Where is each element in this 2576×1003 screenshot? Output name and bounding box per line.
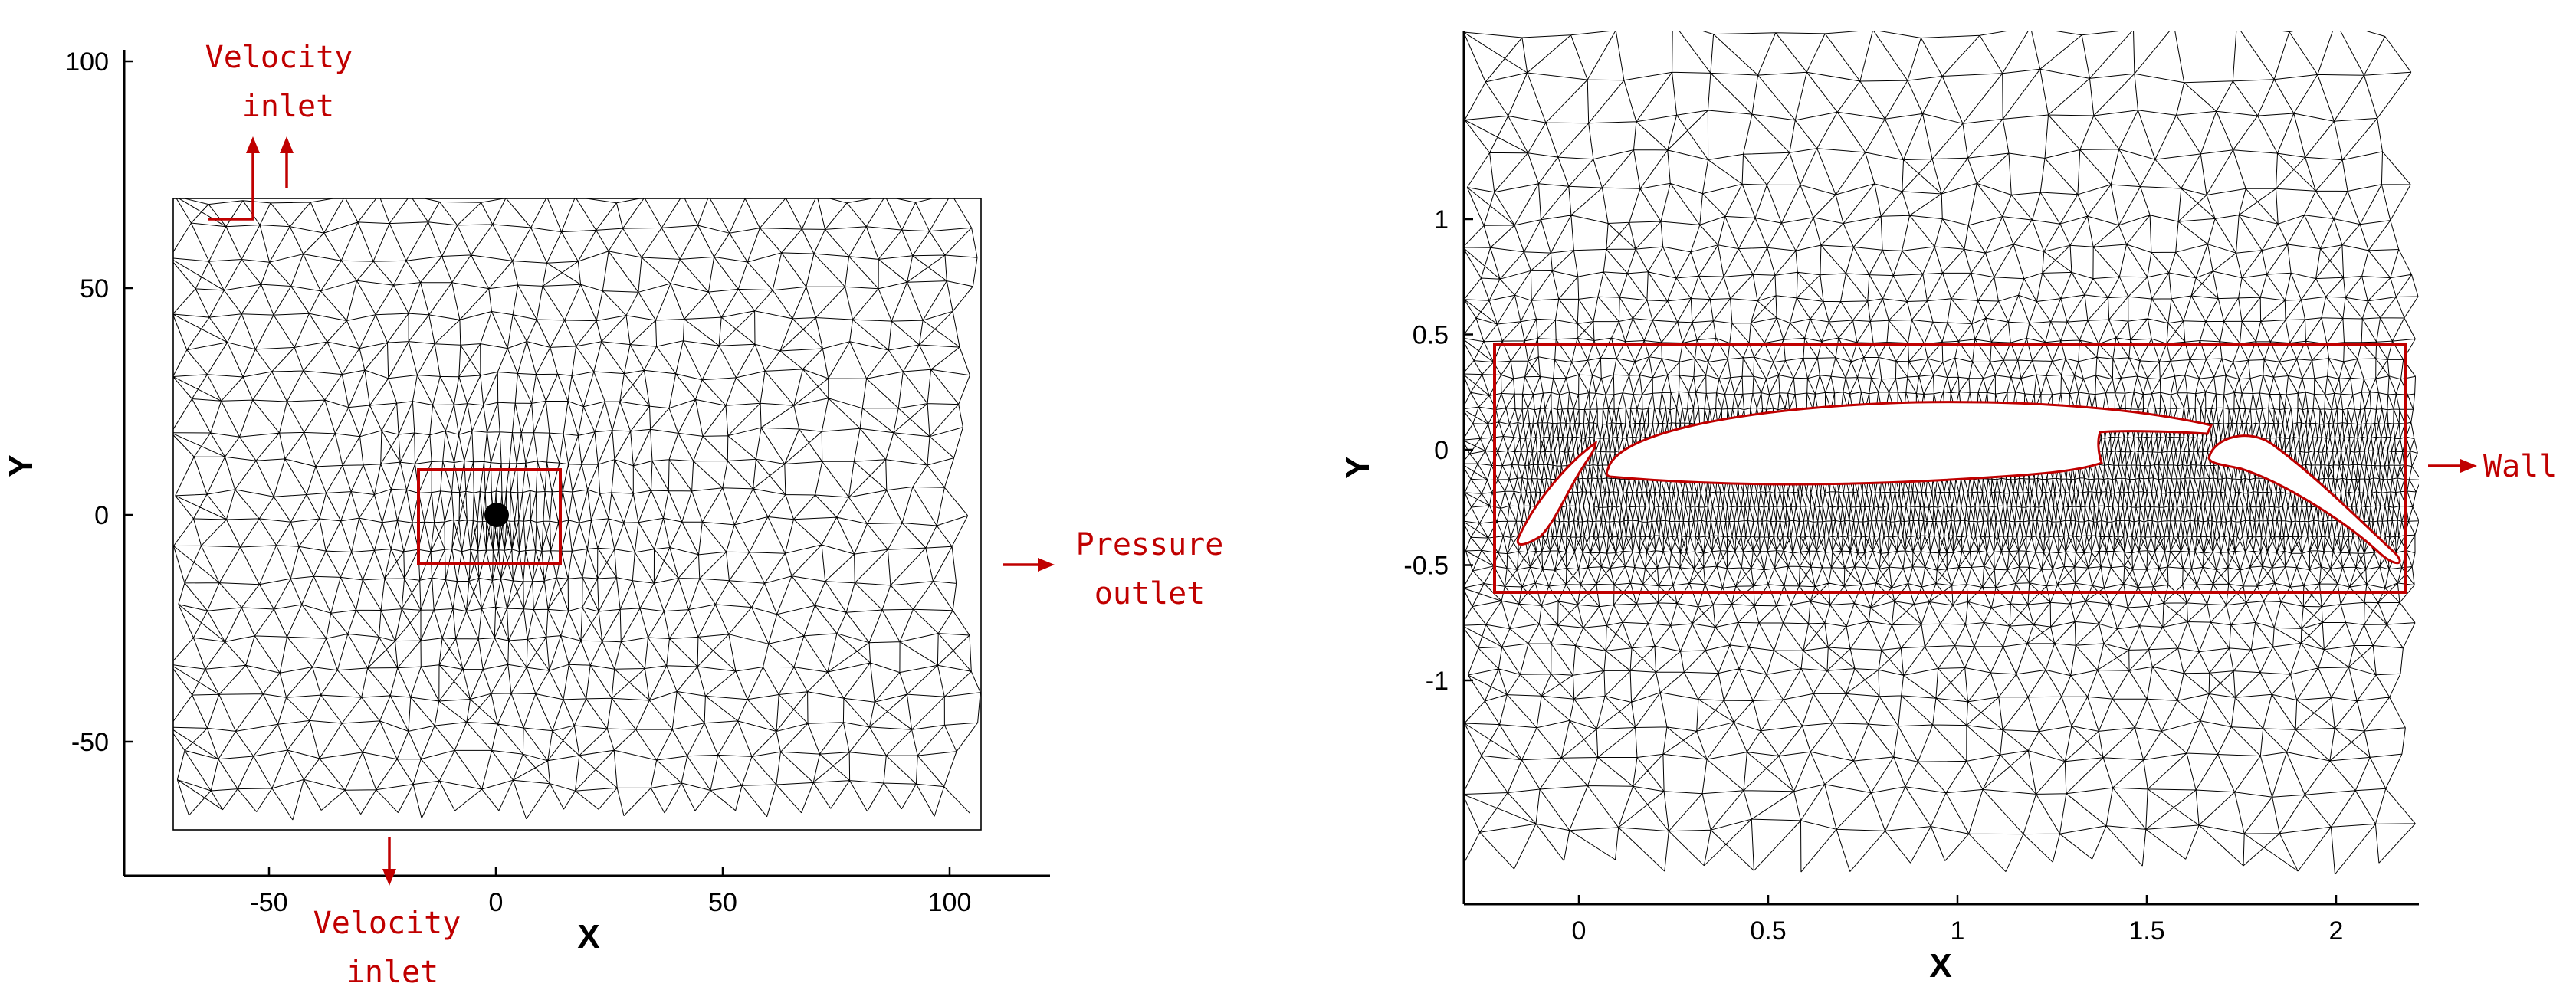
left-y-tick-label: 100: [65, 48, 109, 77]
right-x-tick-label: 0.5: [1750, 916, 1786, 946]
right-y-axis-label: Y: [1339, 456, 1377, 478]
outlet-label-line2: outlet: [1094, 576, 1206, 611]
left-dense-core: [484, 503, 509, 527]
left-x-tick-label: -50: [250, 888, 287, 917]
outlet-label-line1: Pressure: [1076, 527, 1224, 562]
bottom-inlet-label-line1: Velocity: [313, 906, 461, 941]
right-ticks: 0 0.5 1 1.5 2 1 0.5 0 -0.5 -1: [1403, 205, 2343, 946]
left-refinement-box: [417, 468, 562, 565]
flap-element: [2207, 434, 2401, 565]
top-inlet-arrows: [208, 136, 294, 221]
wall-label: Wall: [2483, 449, 2557, 484]
right-x-tick-label: 1: [1951, 916, 1965, 946]
left-x-tick-label: 100: [928, 888, 972, 917]
right-zoom-box: [1493, 343, 2407, 594]
bottom-inlet-arrow: [382, 837, 396, 886]
right-y-tick-label: -0.5: [1403, 552, 1449, 581]
right-panel: 0 0.5 1 1.5 2 1 0.5 0 -0.5 -1 X Y Wall: [1339, 31, 2557, 985]
left-x-axis-label: X: [577, 918, 599, 955]
right-x-axis-label: X: [1929, 947, 1951, 985]
main-element: [1605, 401, 2213, 486]
left-x-tick-label: 0: [489, 888, 504, 917]
left-y-axis-label: Y: [2, 454, 40, 477]
left-domain-boundary: [172, 198, 982, 831]
bottom-inlet-label-line2: inlet: [346, 955, 438, 990]
right-y-tick-label: 0.5: [1413, 321, 1449, 350]
left-x-tick-label: 50: [708, 888, 737, 917]
right-x-tick-label: 0: [1572, 916, 1587, 946]
left-mesh-lines: [173, 198, 981, 821]
outlet-arrow: [1003, 558, 1055, 572]
right-y-tick-label: -1: [1426, 667, 1449, 696]
right-x-tick-label: 2: [2329, 916, 2344, 946]
left-y-tick-label: -50: [71, 728, 109, 757]
right-y-tick-label: 0: [1434, 436, 1449, 465]
slat-element: [1516, 440, 1598, 546]
right-x-tick-label: 1.5: [2128, 916, 2164, 946]
left-mesh: [173, 198, 981, 821]
wall-arrow: [2428, 459, 2477, 473]
top-inlet-label-line1: Velocity: [205, 40, 353, 75]
left-y-tick-label: 0: [94, 501, 109, 530]
left-ticks: -50 0 50 100 100 50 0 -50: [65, 48, 971, 917]
right-y-tick-label: 1: [1434, 205, 1449, 234]
top-inlet-label-line2: inlet: [242, 89, 334, 124]
left-panel: -50 0 50 100 100 50 0 -50 X Y Velocity inlet Pr…: [2, 40, 1223, 990]
left-y-tick-label: 50: [80, 274, 109, 303]
